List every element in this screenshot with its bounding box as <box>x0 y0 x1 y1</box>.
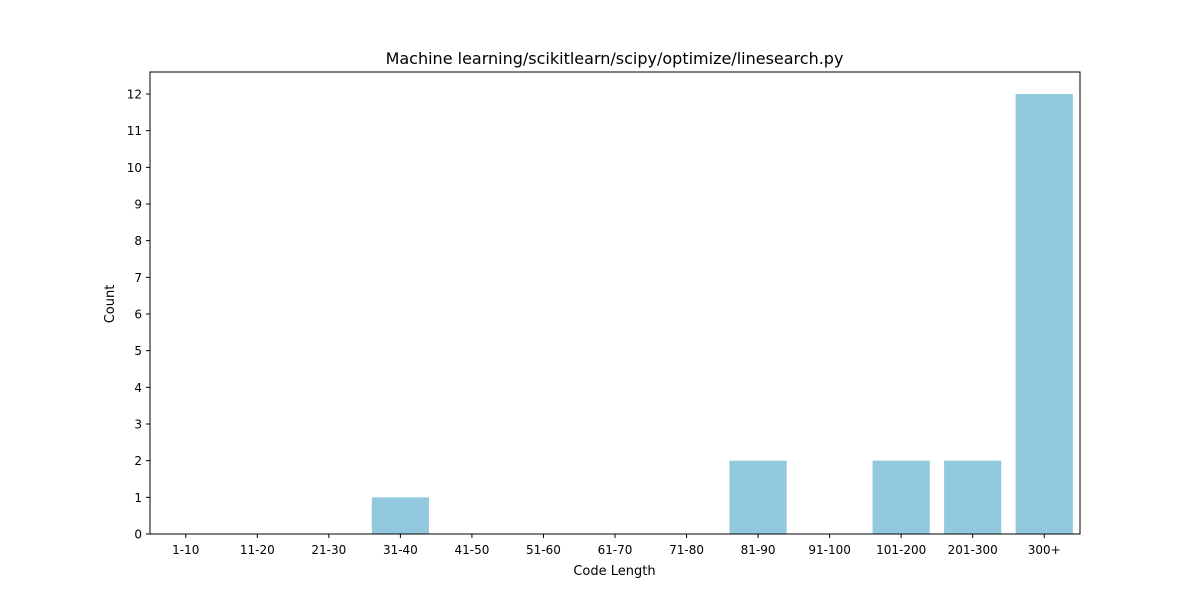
bar-81-90 <box>729 461 786 534</box>
plot-frame <box>150 72 1080 534</box>
x-tick-label: 51-60 <box>526 543 561 557</box>
bar-101-200 <box>873 461 930 534</box>
bar-31-40 <box>372 497 429 534</box>
bar-300+ <box>1016 94 1073 534</box>
x-tick-label: 41-50 <box>454 543 489 557</box>
y-tick-label: 0 <box>134 528 142 542</box>
y-tick-label: 11 <box>127 124 142 138</box>
x-tick-label: 1-10 <box>172 543 199 557</box>
y-tick-label: 2 <box>134 454 142 468</box>
y-tick-label: 1 <box>134 491 142 505</box>
y-tick-label: 12 <box>127 88 142 102</box>
x-tick-label: 300+ <box>1028 543 1061 557</box>
y-tick-label: 9 <box>134 198 142 212</box>
x-tick-label: 21-30 <box>311 543 346 557</box>
x-tick-label: 101-200 <box>876 543 926 557</box>
x-tick-label: 61-70 <box>598 543 633 557</box>
y-tick-label: 8 <box>134 234 142 248</box>
x-tick-label: 91-100 <box>808 543 851 557</box>
x-tick-label: 11-20 <box>240 543 275 557</box>
x-axis-title: Code Length <box>573 564 655 579</box>
bar-201-300 <box>944 461 1001 534</box>
y-tick-label: 6 <box>134 308 142 322</box>
x-tick-label: 31-40 <box>383 543 418 557</box>
y-axis-title: Count <box>103 285 118 324</box>
y-tick-label: 4 <box>134 381 142 395</box>
x-tick-label: 71-80 <box>669 543 704 557</box>
x-tick-label: 81-90 <box>741 543 776 557</box>
chart-title: Machine learning/scikitlearn/scipy/optim… <box>386 49 844 68</box>
y-tick-label: 7 <box>134 271 142 285</box>
y-tick-label: 10 <box>127 161 142 175</box>
y-tick-label: 3 <box>134 418 142 432</box>
y-tick-label: 5 <box>134 344 142 358</box>
x-tick-label: 201-300 <box>948 543 998 557</box>
